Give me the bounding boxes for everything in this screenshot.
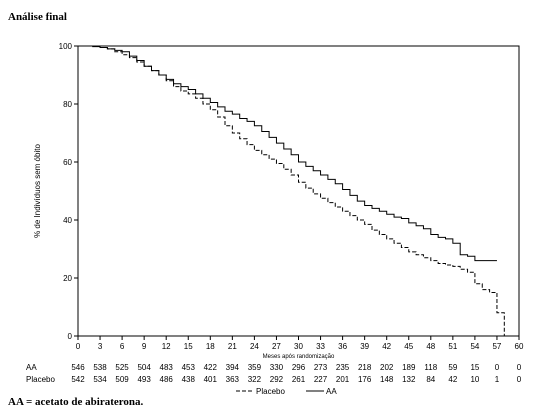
plot-frame [77,45,520,337]
x-tick-label: 36 [338,342,347,351]
risk-cell: 176 [358,375,372,384]
risk-row-label: AA [26,363,37,372]
risk-cell: 322 [248,375,262,384]
risk-cell: 493 [137,375,151,384]
series-line-aa [78,45,497,262]
x-tick-label: 27 [272,342,281,351]
x-tick-label: 42 [382,342,391,351]
risk-cell: 509 [115,375,129,384]
page-title: Análise final [8,11,67,23]
risk-cell: 201 [336,375,350,384]
series-line-placebo [78,45,505,336]
risk-cell: 1 [495,375,500,384]
risk-cell: 10 [470,375,479,384]
risk-cell: 438 [182,375,196,384]
risk-cell: 542 [71,375,85,384]
x-tick-label: 15 [184,342,193,351]
x-tick-label: 30 [294,342,303,351]
y-tick-label: 80 [63,100,72,109]
risk-cell: 84 [426,375,435,384]
risk-cell: 453 [182,363,196,372]
x-tick-label: 3 [98,342,103,351]
risk-cell: 118 [424,363,437,372]
risk-cell: 273 [314,363,328,372]
x-tick-label: 48 [426,342,435,351]
risk-cell: 538 [93,363,107,372]
y-tick-label: 60 [63,158,72,167]
risk-row-label: Placebo [26,375,55,384]
risk-cell: 296 [292,363,306,372]
y-axis-label: % de Indivíduos sem óbito [33,144,42,238]
risk-cell: 525 [115,363,129,372]
x-tick-label: 33 [316,342,325,351]
risk-cell: 422 [204,363,218,372]
footnote: AA = acetato de abiraterona. [8,396,144,408]
risk-cell: 0 [517,375,522,384]
risk-cell: 59 [448,363,457,372]
y-tick-label: 100 [59,42,73,51]
risk-cell: 132 [402,375,416,384]
risk-cell: 42 [448,375,457,384]
x-tick-label: 45 [404,342,413,351]
risk-cell: 330 [270,363,284,372]
risk-cell: 546 [71,363,85,372]
x-tick-label: 18 [206,342,215,351]
risk-cell: 189 [402,363,416,372]
x-tick-label: 24 [250,342,259,351]
risk-cell: 261 [292,375,306,384]
legend-label-aa: AA [326,387,337,396]
risk-cell: 235 [336,363,350,372]
x-tick-label: 51 [448,342,457,351]
x-tick-label: 9 [142,342,147,351]
risk-cell: 534 [93,375,107,384]
risk-cell: 394 [226,363,240,372]
risk-cell: 363 [226,375,240,384]
risk-cell: 15 [470,363,479,372]
x-tick-label: 39 [360,342,369,351]
risk-cell: 401 [204,375,218,384]
x-tick-label: 12 [162,342,171,351]
x-tick-label: 57 [492,342,501,351]
risk-cell: 0 [517,363,522,372]
x-tick-label: 54 [470,342,479,351]
risk-cell: 292 [270,375,284,384]
risk-cell: 227 [314,375,328,384]
x-axis-label: Meses após randomização [263,354,335,360]
y-tick-label: 0 [68,332,73,341]
risk-cell: 148 [380,375,394,384]
risk-cell: 0 [495,363,500,372]
risk-cell: 483 [160,363,174,372]
risk-cell: 486 [160,375,174,384]
y-tick-label: 40 [63,216,72,225]
x-tick-label: 60 [515,342,524,351]
x-tick-label: 6 [120,342,125,351]
legend-label-placebo: Placebo [256,387,285,396]
risk-cell: 359 [248,363,262,372]
x-tick-label: 21 [228,342,237,351]
x-tick-label: 0 [76,342,81,351]
risk-cell: 504 [137,363,151,372]
risk-cell: 218 [358,363,372,372]
y-tick-label: 20 [63,274,72,283]
risk-cell: 202 [380,363,394,372]
